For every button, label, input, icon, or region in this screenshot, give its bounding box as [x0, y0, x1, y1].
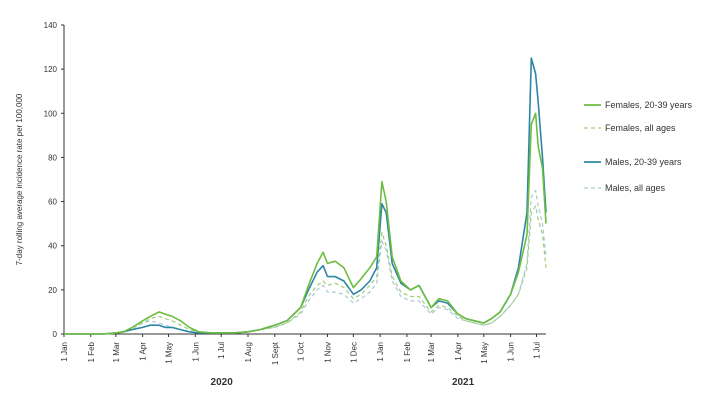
x-tick-label: 1 Sept [271, 341, 280, 365]
legend-label: Females, all ages [605, 123, 676, 133]
y-tick-label: 120 [44, 65, 58, 74]
y-tick-label: 40 [48, 242, 57, 251]
x-tick-label: 1 Jun [507, 342, 516, 362]
x-ticks: 1 Jan 1 Feb 1 Mar 1 Apr 1 May 1 Jun 1 Jul 1 Aug… [60, 334, 541, 365]
x-tick-label: 1 Feb [403, 341, 412, 362]
x-tick-label: 1 Apr [139, 342, 148, 361]
y-axis: 0 20 40 60 80 100 120 140 [44, 21, 65, 339]
x-tick-label: 1 Jan [60, 342, 69, 362]
year-label-2020: 2020 [211, 377, 234, 388]
x-tick-label: 1 Oct [297, 341, 306, 361]
y-axis-title: 7-day rolling average incidence rate per… [15, 93, 24, 265]
x-tick-label: 1 Jun [191, 342, 200, 362]
y-tick-label: 60 [48, 198, 57, 207]
y-tick-label: 20 [48, 286, 57, 295]
y-ticks: 0 20 40 60 80 100 120 140 [44, 21, 64, 339]
x-tick-label: 1 Nov [323, 342, 332, 363]
x-tick-label: 1 Jan [376, 342, 385, 362]
y-tick-label: 100 [44, 109, 58, 118]
series-lines [64, 57, 547, 335]
x-tick-label: 1 Apr [454, 342, 463, 361]
x-tick-label: 1 Jul [217, 342, 226, 359]
series-line-males-all-ages [64, 189, 547, 335]
legend-label: Males, 20-39 years [605, 157, 682, 167]
x-tick-label: 1 Dec [349, 342, 358, 363]
x-tick-label: 1 Feb [87, 341, 96, 362]
x-tick-label: 1 Mar [112, 342, 121, 363]
x-tick-label: 1 Aug [244, 342, 253, 362]
series-line-females-20-39-years [64, 112, 547, 335]
x-tick-label: 1 Mar [427, 342, 436, 363]
x-tick-label: 1 May [165, 342, 174, 364]
y-tick-label: 80 [48, 153, 57, 162]
y-tick-label: 140 [44, 21, 58, 30]
series-line-females-all-ages [64, 205, 547, 335]
legend-label: Females, 20-39 years [605, 100, 693, 110]
legend: Females, 20-39 years Females, all ages Mal… [584, 100, 693, 193]
series-line-males-20-39-years [64, 57, 547, 335]
y-tick-label: 0 [53, 330, 58, 339]
x-axis: 1 Jan 1 Feb 1 Mar 1 Apr 1 May 1 Jun 1 Jul 1 Aug… [60, 333, 546, 365]
legend-label: Males, all ages [605, 183, 666, 193]
year-label-2021: 2021 [452, 377, 475, 388]
x-tick-label: 1 May [480, 342, 489, 364]
x-tick-label: 1 Jul [532, 342, 541, 359]
